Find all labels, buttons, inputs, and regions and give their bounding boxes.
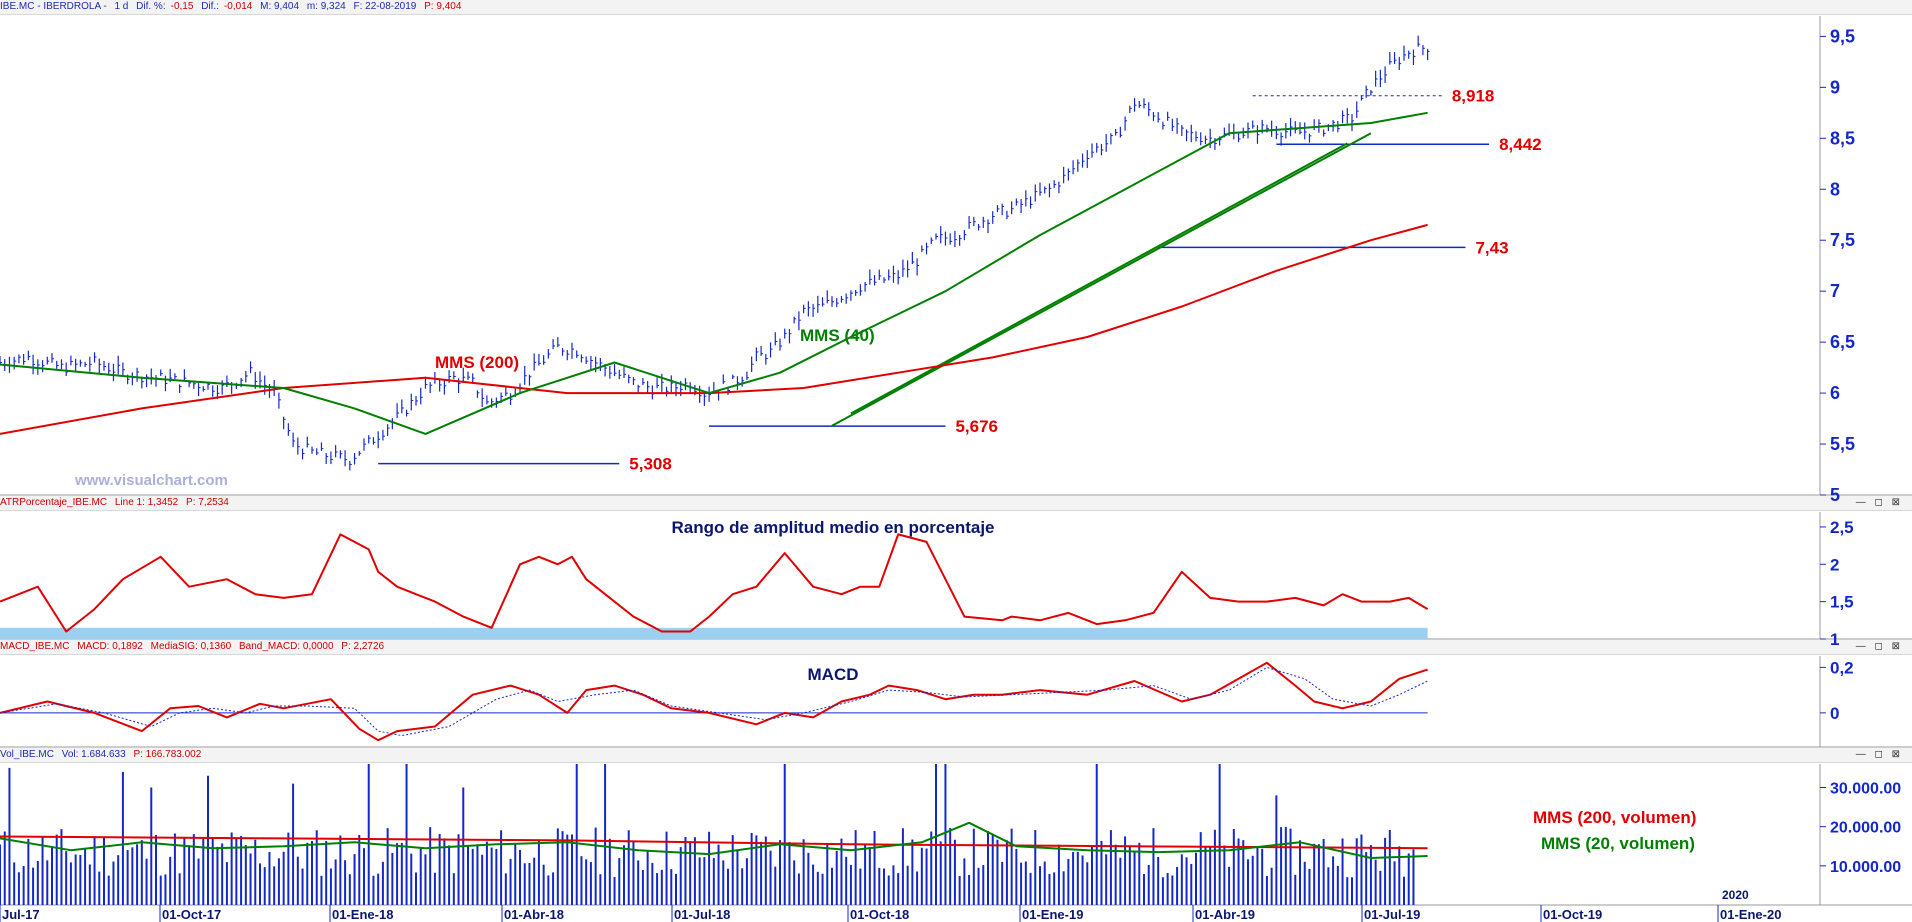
atr-axis-label: 1 bbox=[1830, 630, 1839, 649]
x-axis-label: 01-Jul-19 bbox=[1364, 907, 1420, 922]
volume-label: Vol_IBE.MC bbox=[0, 749, 54, 760]
volume-panel-header: Vol_IBE.MC Vol: 1.684.633 P: 166.783.002… bbox=[0, 748, 1912, 763]
min-value: m: 9,324 bbox=[306, 1, 346, 12]
macd-p-value: P: 2,2726 bbox=[341, 641, 385, 652]
mms200-annotation: MMS (200) bbox=[435, 353, 519, 372]
x-axis-label: Jul-17 bbox=[2, 907, 40, 922]
volume-legend-mms20: MMS (20, volumen) bbox=[1541, 834, 1695, 853]
volume-value: Vol: 1.684.633 bbox=[61, 749, 126, 760]
x-axis-label: 01-Oct-19 bbox=[1543, 907, 1602, 922]
macd-title: MACD bbox=[808, 665, 859, 684]
dif-pct-label: Dif. %: bbox=[136, 1, 166, 12]
x-axis-label: 01-Ene-20 bbox=[1720, 907, 1781, 922]
dif-value: -0,014 bbox=[223, 1, 253, 12]
last-value: P: 9,404 bbox=[424, 1, 462, 12]
dif-label: Dif.: bbox=[201, 1, 219, 12]
trendline bbox=[831, 132, 1372, 427]
atr-title: Rango de amplitud medio en porcentaje bbox=[671, 518, 994, 537]
mms40-annotation: MMS (40) bbox=[800, 326, 875, 345]
trendline bbox=[850, 142, 1348, 415]
macd-panel-header: MACD_IBE.MC MACD: 0,1892 MediaSIG: 0,136… bbox=[0, 640, 1912, 655]
support-label: 8,442 bbox=[1499, 135, 1542, 154]
x-axis-label: 01-Ene-18 bbox=[332, 907, 393, 922]
macd-axis-label: 0 bbox=[1830, 704, 1839, 723]
macd-signal-line bbox=[0, 666, 1428, 737]
atr-line bbox=[0, 533, 1429, 633]
atr-window-controls[interactable]: — ◻ ⊠ bbox=[1855, 497, 1903, 508]
macd-signal-value: MediaSIG: 0,1360 bbox=[150, 641, 232, 652]
macd-line bbox=[0, 661, 1428, 742]
atr-line-value: Line 1: 1,3452 bbox=[114, 497, 179, 508]
date-value: F: 22-08-2019 bbox=[353, 1, 417, 12]
x-axis-label: 01-Ene-19 bbox=[1022, 907, 1083, 922]
volume-mms200-line bbox=[0, 835, 1428, 850]
price-axis-label: 5 bbox=[1830, 485, 1840, 505]
price-panel-header: IBE.MC - IBERDROLA - 1 d Dif. %: -0,15 Di… bbox=[0, 0, 1912, 15]
volume-axis-label: 10.000.00 bbox=[1830, 859, 1901, 876]
price-axis-label: 7,5 bbox=[1830, 230, 1855, 250]
price-axis-label: 9,5 bbox=[1830, 26, 1855, 46]
x-axis-label: 01-Abr-18 bbox=[504, 907, 564, 922]
dif-pct-value: -0,15 bbox=[170, 1, 194, 12]
price-bars bbox=[0, 35, 1430, 471]
support-label: 7,43 bbox=[1475, 238, 1508, 257]
volume-legend-mms200: MMS (200, volumen) bbox=[1533, 808, 1696, 827]
atr-panel-header: ATRPorcentaje_IBE.MC Line 1: 1,3452 P: 7… bbox=[0, 496, 1912, 511]
price-axis-label: 5,5 bbox=[1830, 434, 1855, 454]
mms200-line bbox=[0, 223, 1428, 435]
price-axis-label: 8,5 bbox=[1830, 128, 1855, 148]
mms40-line bbox=[0, 111, 1428, 435]
macd-window-controls[interactable]: — ◻ ⊠ bbox=[1855, 641, 1903, 652]
macd-axis-label: 0,2 bbox=[1830, 658, 1854, 677]
price-axis-label: 6 bbox=[1830, 383, 1840, 403]
x-axis-label: 01-Jul-18 bbox=[674, 907, 730, 922]
price-axis-label: 7 bbox=[1830, 281, 1840, 301]
price-axis-label: 8 bbox=[1830, 179, 1840, 199]
macd-label: MACD_IBE.MC bbox=[0, 641, 70, 652]
volume-bars bbox=[0, 764, 1415, 905]
price-axis-label: 6,5 bbox=[1830, 332, 1855, 352]
volume-mms20-line bbox=[0, 821, 1428, 859]
atr-axis-label: 1,5 bbox=[1830, 593, 1854, 612]
macd-band-value: Band_MACD: 0,0000 bbox=[239, 641, 334, 652]
x-axis-label: 01-Oct-18 bbox=[850, 907, 909, 922]
max-value: M: 9,404 bbox=[260, 1, 300, 12]
x-axis-label: 01-Abr-19 bbox=[1195, 907, 1255, 922]
macd-value: MACD: 0,1892 bbox=[77, 641, 143, 652]
x-axis-label: 01-Oct-17 bbox=[162, 907, 221, 922]
support-label: 5,308 bbox=[629, 455, 672, 474]
volume-axis-label: 20.000.00 bbox=[1830, 820, 1901, 837]
atr-axis-label: 2,5 bbox=[1830, 518, 1854, 537]
atr-label: ATRPorcentaje_IBE.MC bbox=[0, 497, 108, 508]
year-marker: 2020 bbox=[1722, 888, 1749, 902]
watermark: www.visualchart.com bbox=[74, 472, 228, 489]
atr-p-value: P: 7,2534 bbox=[186, 497, 229, 508]
support-label: 8,918 bbox=[1452, 87, 1495, 106]
volume-window-controls[interactable]: — ◻ ⊠ bbox=[1855, 749, 1903, 760]
symbol-label: IBE.MC - IBERDROLA - bbox=[0, 1, 107, 12]
support-label: 5,676 bbox=[955, 417, 998, 436]
volume-axis-label: 30.000.00 bbox=[1830, 781, 1901, 798]
atr-band bbox=[0, 627, 1428, 639]
period-label: 1 d bbox=[114, 1, 129, 12]
volume-p-value: P: 166.783.002 bbox=[133, 749, 202, 760]
price-axis-label: 9 bbox=[1830, 77, 1840, 97]
atr-axis-label: 2 bbox=[1830, 555, 1839, 574]
